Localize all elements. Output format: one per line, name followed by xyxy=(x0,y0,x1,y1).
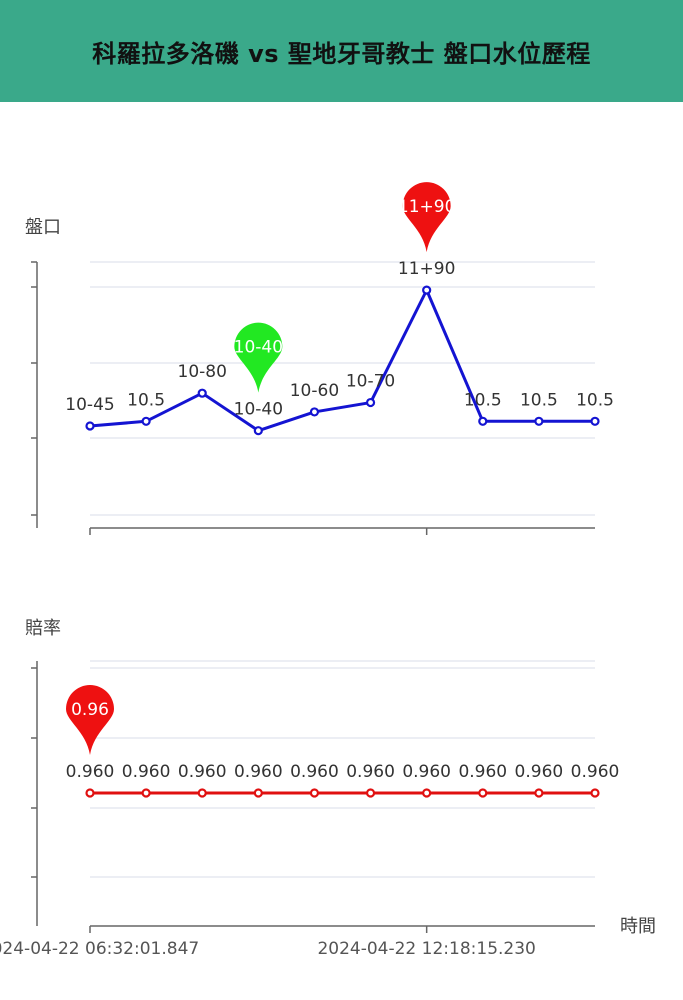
page-title: 科羅拉多洛磯 vs 聖地牙哥教士 盤口水位歷程 xyxy=(92,39,591,68)
handicap-data-label: 11+90 xyxy=(398,259,456,279)
odds-data-label: 0.960 xyxy=(122,762,171,782)
odds-point xyxy=(197,788,207,798)
handicap-data-label: 10-45 xyxy=(65,395,114,415)
handicap-data-label: 10.5 xyxy=(520,390,558,410)
odds-data-label: 0.960 xyxy=(290,762,339,782)
odds-data-label: 0.960 xyxy=(234,762,283,782)
handicap-point xyxy=(141,416,151,426)
odds-point xyxy=(141,788,151,798)
handicap-data-label: 10-40 xyxy=(234,400,283,420)
odds-point xyxy=(253,788,263,798)
odds-data-label: 0.960 xyxy=(402,762,451,782)
handicap-point xyxy=(365,397,376,408)
odds-point xyxy=(365,788,376,798)
handicap-point xyxy=(422,285,432,295)
odds-point xyxy=(590,788,600,798)
handicap-data-label: 10.5 xyxy=(127,390,165,410)
handicap-min-marker-label: 10-40 xyxy=(234,338,283,358)
odds-data-label: 0.960 xyxy=(178,762,227,782)
handicap-axis-label: 盤口 xyxy=(25,217,61,238)
handicap-series-line xyxy=(89,288,595,433)
odds-data-label: 0.960 xyxy=(515,762,564,782)
handicap-max-marker-pin xyxy=(402,182,451,253)
odds-max-marker-pin xyxy=(66,685,114,755)
odds-point xyxy=(478,788,488,798)
handicap-data-label: 10-60 xyxy=(290,381,339,401)
handicap-point xyxy=(309,407,320,417)
x-tick-label: 2024-04-22 12:18:15.230 xyxy=(317,939,535,959)
handicap-data-label: 10-80 xyxy=(178,362,227,382)
handicap-point xyxy=(534,416,544,426)
odds-point xyxy=(85,788,95,798)
x-tick-label: 2024-04-22 06:32:01.847 xyxy=(0,939,199,959)
odds-point xyxy=(422,788,432,798)
odds-data-label: 0.960 xyxy=(571,762,620,782)
handicap-point xyxy=(253,426,263,436)
handicap-data-label: 10-70 xyxy=(346,372,395,392)
handicap-point xyxy=(197,388,207,398)
handicap-point xyxy=(85,421,95,431)
odds-data-label: 0.960 xyxy=(66,762,115,782)
odds-max-marker-label: 0.96 xyxy=(71,700,109,720)
odds-data-label: 0.960 xyxy=(458,762,507,782)
handicap-point xyxy=(590,416,600,426)
handicap-max-marker-label: 11+90 xyxy=(398,197,456,217)
odds-point xyxy=(309,788,320,798)
x-axis-title: 時間 xyxy=(620,916,656,937)
odds-point xyxy=(534,788,544,798)
handicap-point xyxy=(478,416,488,426)
handicap-data-label: 10.5 xyxy=(464,390,502,410)
page-header: 科羅拉多洛磯 vs 聖地牙哥教士 盤口水位歷程 xyxy=(0,0,683,102)
handicap-data-label: 10.5 xyxy=(576,390,614,410)
odds-data-label: 0.960 xyxy=(346,762,395,782)
odds-axis-label: 賠率 xyxy=(25,618,61,639)
handicap-min-marker-pin xyxy=(234,322,283,393)
